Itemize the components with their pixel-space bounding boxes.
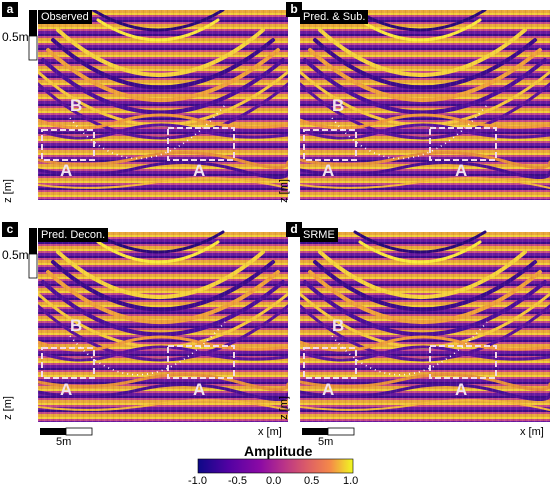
label-a-right: A (193, 161, 206, 180)
region-a-left-box (303, 129, 357, 161)
z-axis-label: z [m] (1, 396, 14, 420)
label-a-left: A (322, 161, 335, 180)
panel-letter-d: d (286, 222, 302, 237)
panel-title-b: Pred. & Sub. (300, 10, 369, 24)
z-axis-label: z [m] (1, 179, 14, 203)
label-b: B (70, 316, 83, 335)
z-axis-label: z [m] (277, 396, 290, 420)
colorbar-tick: 0.5 (304, 475, 320, 487)
region-a-right-box (429, 345, 497, 379)
region-a-left-box (41, 129, 95, 161)
colorbar-tick: -1.0 (188, 475, 207, 487)
horizontal-scale-label: 5m (56, 436, 72, 448)
region-a-right-box (429, 127, 497, 161)
label-a-left: A (60, 380, 73, 399)
region-a-right-box (167, 345, 235, 379)
panel-letter-c: c (2, 222, 18, 237)
vertical-scale-label: 0.5m (2, 30, 29, 44)
label-a-right: A (455, 380, 468, 399)
vertical-scale-bar-top (28, 10, 38, 61)
horizontal-scale-label: 5m (318, 436, 334, 448)
label-a-right: A (455, 161, 468, 180)
colorbar-title: Amplitude (244, 443, 313, 459)
panel-letter-b: b (286, 2, 302, 17)
colorbar (197, 458, 354, 474)
x-axis-label: x [m] (258, 426, 282, 438)
panel-letter-a: a (2, 2, 18, 17)
z-axis-label: z [m] (277, 179, 290, 203)
vertical-scale-label: 0.5m (2, 248, 29, 262)
panel-title-c: Pred. Decon. (38, 228, 109, 242)
panel-d (300, 232, 550, 422)
label-b: B (70, 96, 83, 115)
panel-a (38, 10, 288, 200)
reflector-b-dotted-line (331, 104, 488, 160)
label-a-right: A (193, 380, 206, 399)
panel-title-d: SRME (300, 228, 338, 242)
colorbar-tick: 1.0 (343, 475, 359, 487)
region-a-left-box (303, 347, 357, 379)
x-axis-label: x [m] (520, 426, 544, 438)
horizontal-scale-bar-left (40, 427, 93, 436)
label-b: B (332, 316, 345, 335)
vertical-scale-bar-bottom (28, 228, 38, 279)
label-a-left: A (322, 380, 335, 399)
label-b: B (332, 96, 345, 115)
region-a-left-box (41, 347, 95, 379)
label-a-left: A (60, 161, 73, 180)
reflector-b-dotted-line (69, 104, 226, 160)
panel-b (300, 10, 550, 200)
colorbar-tick: -0.5 (228, 475, 247, 487)
panel-c (38, 232, 288, 422)
panel-title-a: Observed (38, 10, 92, 24)
colorbar-tick: 0.0 (266, 475, 282, 487)
region-a-right-box (167, 127, 235, 161)
horizontal-scale-bar-right (302, 427, 355, 436)
